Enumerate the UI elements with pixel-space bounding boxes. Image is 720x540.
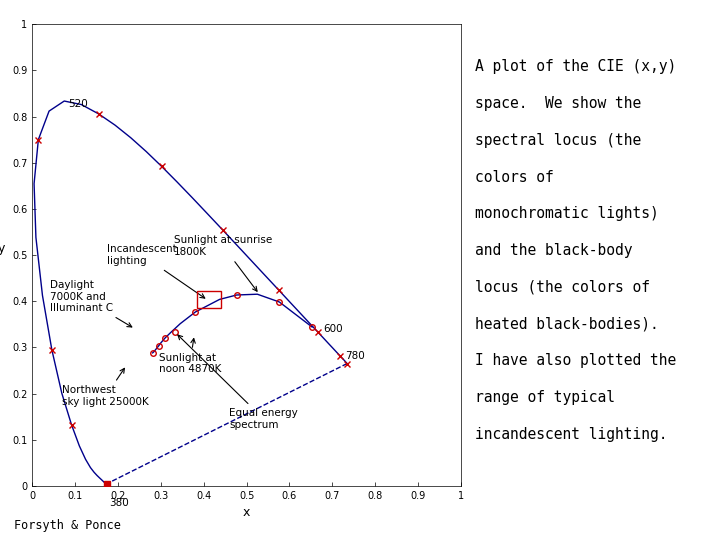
Text: Daylight
7000K and
Illuminant C: Daylight 7000K and Illuminant C: [50, 280, 132, 327]
Text: 380: 380: [109, 497, 129, 508]
Text: A plot of the CIE (x,y): A plot of the CIE (x,y): [475, 59, 677, 75]
Text: Northwest
sky light 25000K: Northwest sky light 25000K: [63, 368, 149, 407]
Text: monochromatic lights): monochromatic lights): [475, 206, 659, 221]
Bar: [197, 291, 221, 308]
Text: range of typical: range of typical: [475, 390, 615, 405]
Text: Sunlight at sunrise
1800K: Sunlight at sunrise 1800K: [174, 235, 272, 291]
Text: incandescent lighting.: incandescent lighting.: [475, 427, 667, 442]
Text: Incandescent
lighting: Incandescent lighting: [107, 244, 204, 298]
Text: space.  We show the: space. We show the: [475, 96, 642, 111]
Text: 600: 600: [323, 325, 343, 334]
Text: Forsyth & Ponce: Forsyth & Ponce: [14, 519, 121, 532]
Text: I have also plotted the: I have also plotted the: [475, 353, 677, 368]
Text: locus (the colors of: locus (the colors of: [475, 280, 650, 295]
Text: Sunlight at
noon 4870K: Sunlight at noon 4870K: [159, 339, 221, 374]
Text: 780: 780: [346, 352, 365, 361]
X-axis label: x: x: [243, 507, 251, 519]
Text: Equal energy
spectrum: Equal energy spectrum: [178, 335, 298, 430]
Text: spectral locus (the: spectral locus (the: [475, 133, 642, 148]
Text: colors of: colors of: [475, 170, 554, 185]
Text: and the black-body: and the black-body: [475, 243, 633, 258]
Text: 520: 520: [68, 99, 89, 109]
Text: heated black-bodies).: heated black-bodies).: [475, 316, 659, 332]
Y-axis label: y: y: [0, 242, 5, 255]
